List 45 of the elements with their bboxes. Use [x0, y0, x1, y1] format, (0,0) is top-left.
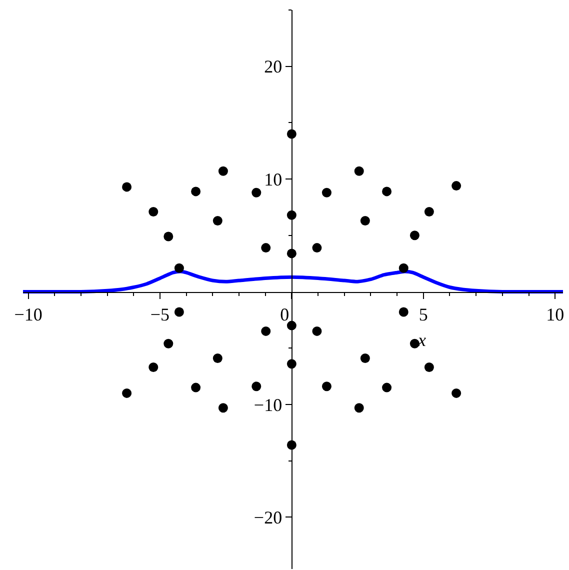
point — [261, 326, 271, 336]
point — [212, 216, 222, 226]
point — [354, 403, 364, 413]
point — [212, 354, 222, 363]
point — [322, 188, 332, 198]
point — [354, 166, 364, 176]
point — [382, 382, 392, 392]
point — [252, 188, 262, 198]
y-tick-label: 20 — [264, 56, 282, 77]
point — [424, 362, 434, 372]
x-tick-label: 0 — [280, 304, 290, 324]
point — [122, 182, 132, 192]
point — [174, 307, 184, 317]
point — [360, 216, 370, 226]
x-tick-label: 10 — [546, 304, 564, 324]
point — [191, 186, 201, 196]
point — [164, 338, 174, 348]
point — [410, 230, 420, 240]
point — [312, 243, 322, 253]
point — [252, 382, 262, 392]
x-tick-label: −5 — [150, 304, 170, 324]
point — [360, 354, 370, 363]
point — [174, 263, 184, 273]
point — [452, 388, 462, 398]
point — [410, 338, 420, 348]
point — [218, 166, 228, 176]
point — [164, 232, 174, 242]
x-tick-label: 5 — [418, 304, 428, 324]
y-tick-label: −10 — [254, 394, 282, 415]
point — [398, 307, 408, 317]
x-tick-label: −10 — [14, 304, 42, 324]
point — [322, 382, 332, 392]
point — [398, 263, 408, 273]
point — [191, 382, 201, 392]
point — [261, 243, 271, 253]
point — [122, 388, 132, 398]
point — [424, 206, 434, 216]
point — [452, 181, 462, 191]
y-tick-label: 10 — [264, 169, 282, 190]
point — [218, 403, 228, 413]
point — [382, 186, 392, 196]
point — [312, 326, 322, 336]
y-tick-label: −20 — [254, 507, 282, 528]
point — [148, 206, 158, 216]
point — [148, 362, 158, 372]
